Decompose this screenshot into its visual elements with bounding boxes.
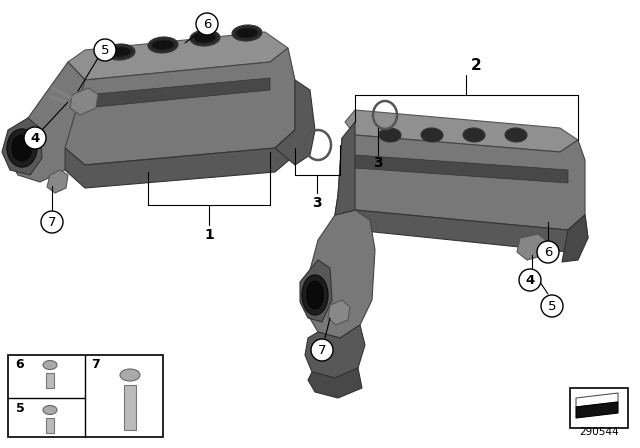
Ellipse shape [105,44,135,60]
Ellipse shape [194,33,216,43]
Circle shape [196,13,218,35]
Polygon shape [345,110,578,152]
Text: 7: 7 [317,344,326,357]
Ellipse shape [12,135,32,161]
Polygon shape [300,260,332,322]
Ellipse shape [505,128,527,142]
Polygon shape [576,393,618,407]
Polygon shape [124,385,136,430]
FancyBboxPatch shape [8,355,163,437]
Ellipse shape [152,40,174,50]
Ellipse shape [7,129,37,167]
Polygon shape [328,300,350,325]
Polygon shape [576,402,618,418]
Circle shape [94,39,116,61]
Ellipse shape [463,128,485,142]
Ellipse shape [148,37,178,53]
Ellipse shape [302,275,328,315]
Text: 6: 6 [544,246,552,258]
Polygon shape [335,195,588,252]
Circle shape [541,295,563,317]
Text: 4: 4 [30,132,40,145]
Text: 2: 2 [470,57,481,73]
Ellipse shape [43,361,57,370]
Ellipse shape [236,28,258,38]
Ellipse shape [120,369,140,381]
Polygon shape [338,135,585,230]
Ellipse shape [421,128,443,142]
FancyBboxPatch shape [570,388,628,428]
Polygon shape [8,62,85,182]
Circle shape [311,339,333,361]
Polygon shape [46,418,54,433]
Polygon shape [275,80,315,165]
Text: 290544: 290544 [579,427,619,437]
Circle shape [41,211,63,233]
Text: 4: 4 [525,273,534,287]
Polygon shape [65,130,295,188]
Circle shape [519,269,541,291]
Text: 1: 1 [204,228,214,242]
Polygon shape [2,118,42,175]
Ellipse shape [109,47,131,57]
Text: 3: 3 [312,196,322,210]
Text: 6: 6 [203,17,211,30]
Text: 3: 3 [373,156,383,170]
Text: 5: 5 [15,401,24,414]
Text: 5: 5 [548,300,556,313]
Polygon shape [355,155,568,183]
Ellipse shape [232,25,262,41]
Polygon shape [308,210,375,338]
Text: 6: 6 [16,358,24,371]
Polygon shape [517,234,548,260]
Ellipse shape [379,128,401,142]
Polygon shape [47,170,68,193]
Polygon shape [65,48,295,165]
Polygon shape [70,88,98,115]
Polygon shape [308,368,362,398]
Ellipse shape [307,281,323,309]
Circle shape [24,127,46,149]
Text: 7: 7 [48,215,56,228]
Text: 5: 5 [100,43,109,56]
Polygon shape [68,32,288,80]
Polygon shape [335,122,355,215]
Text: 7: 7 [91,358,99,371]
Ellipse shape [190,30,220,46]
Polygon shape [562,215,588,262]
Ellipse shape [43,405,57,414]
Polygon shape [305,325,365,378]
Polygon shape [85,78,270,108]
Circle shape [537,241,559,263]
Polygon shape [46,373,54,388]
